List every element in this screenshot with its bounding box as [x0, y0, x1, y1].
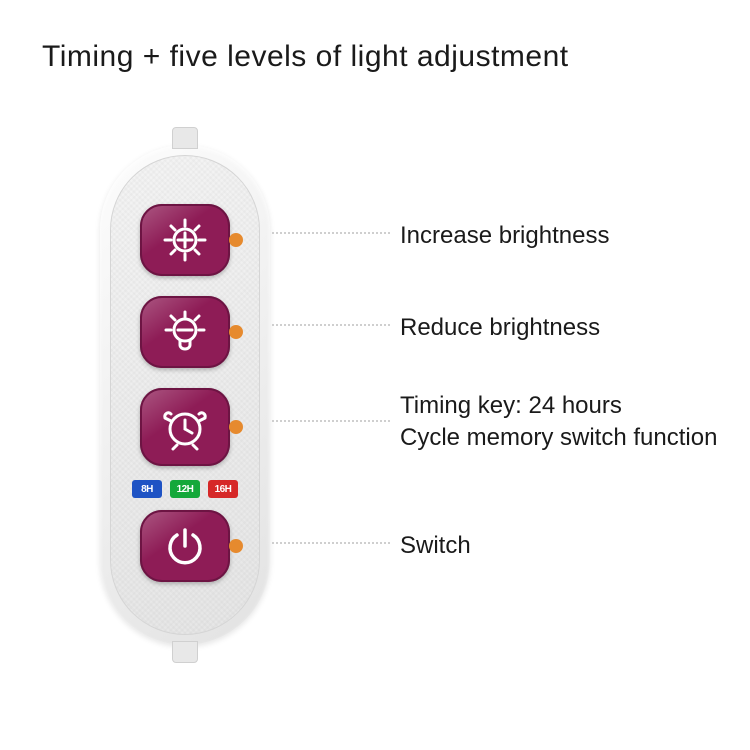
timer-button[interactable] [140, 388, 230, 466]
callout-leader [272, 324, 390, 326]
increase-brightness-button[interactable] [140, 204, 230, 276]
callout-leader [272, 232, 390, 234]
power-icon [163, 524, 207, 568]
timer-8h-badge: 8H [132, 480, 162, 498]
leader-dot [229, 420, 243, 434]
power-switch-button[interactable] [140, 510, 230, 582]
timer-12h-badge: 12H [170, 480, 200, 498]
remote-face: 8H 12H 16H [110, 155, 260, 635]
leader-dot [229, 233, 243, 247]
remote-shell: 8H 12H 16H [100, 145, 270, 645]
timer-16h-badge: 16H [208, 480, 238, 498]
callout-label-timer: Timing key: 24 hours Cycle memory switch… [400, 390, 717, 455]
button-face [140, 204, 230, 276]
bulb-plus-icon [161, 216, 209, 264]
cable-tab-bottom [172, 641, 198, 663]
button-face [140, 510, 230, 582]
leader-dot [229, 325, 243, 339]
callout-label-reduce: Reduce brightness [400, 312, 600, 344]
remote-controller: 8H 12H 16H [100, 145, 270, 645]
callout-label-switch: Switch [400, 530, 471, 562]
cable-tab-top [172, 127, 198, 149]
callout-leader [272, 542, 390, 544]
timer-presets: 8H 12H 16H [132, 480, 238, 498]
page-title: Timing + five levels of light adjustment [42, 40, 569, 74]
button-face [140, 388, 230, 466]
clock-icon [159, 401, 211, 453]
callout-leader [272, 420, 390, 422]
callout-label-increase: Increase brightness [400, 220, 609, 252]
reduce-brightness-button[interactable] [140, 296, 230, 368]
bulb-minus-icon [161, 308, 209, 356]
leader-dot [229, 539, 243, 553]
button-face [140, 296, 230, 368]
